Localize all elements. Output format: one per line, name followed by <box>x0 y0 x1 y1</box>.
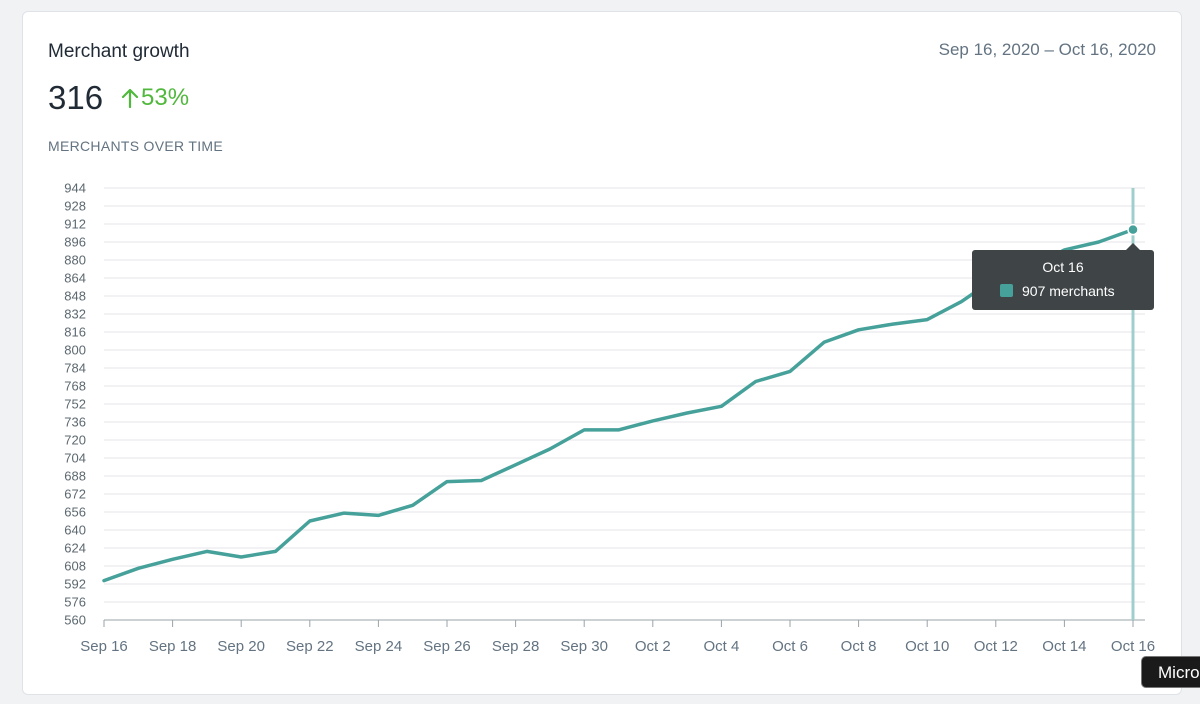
y-tick-label: 832 <box>64 307 86 322</box>
x-tick-label: Oct 8 <box>841 638 877 655</box>
tooltip-title: Oct 16 <box>1042 259 1084 275</box>
y-tick-label: 736 <box>64 415 86 430</box>
x-tick-label: Oct 10 <box>905 638 949 655</box>
x-axis: Sep 16 Sep 18 Sep 20 Sep 22 Sep 24 Sep 26 Sep … <box>80 619 1155 655</box>
y-tick-label: 624 <box>64 541 86 556</box>
x-tick-label: Oct 16 <box>1111 638 1155 655</box>
card-title: Merchant growth <box>48 41 190 62</box>
x-tick-label: Sep 18 <box>149 638 197 655</box>
series-layer <box>102 223 1139 583</box>
y-tick-label: 928 <box>64 199 86 214</box>
x-tick-label: Sep 16 <box>80 638 128 655</box>
tooltip-series-swatch <box>1000 284 1013 297</box>
y-tick-label: 656 <box>64 505 86 520</box>
y-tick-label: 752 <box>64 397 86 412</box>
x-tick-label: Sep 20 <box>217 638 265 655</box>
y-tick-label: 576 <box>64 595 86 610</box>
y-tick-label: 672 <box>64 487 86 502</box>
y-tick-label: 640 <box>64 523 86 538</box>
x-tick-label: Sep 26 <box>423 638 471 655</box>
y-tick-label: 784 <box>64 361 86 376</box>
x-tick-label: Oct 4 <box>703 638 739 655</box>
y-tick-label: 864 <box>64 271 86 286</box>
metric-change-value: 53% <box>141 84 190 111</box>
x-tick-label: Sep 28 <box>492 638 540 655</box>
y-tick-label: 704 <box>64 451 86 466</box>
x-tick-label: Sep 24 <box>355 638 403 655</box>
y-tick-label: 560 <box>64 613 86 628</box>
y-tick-label: 944 <box>64 181 86 196</box>
y-tick-label: 800 <box>64 343 86 358</box>
x-tick-label: Oct 14 <box>1042 638 1086 655</box>
y-tick-label: 880 <box>64 253 86 268</box>
chart-tooltip: Oct 16 907 merchants <box>972 250 1154 310</box>
y-tick-label: 592 <box>64 577 86 592</box>
y-tick-label: 896 <box>64 235 86 250</box>
y-tick-label: 688 <box>64 469 86 484</box>
metric-change: 53% <box>121 84 189 112</box>
arrow-up-icon <box>121 88 139 109</box>
series-line-merchants <box>102 227 1135 583</box>
y-tick-label: 816 <box>64 325 86 340</box>
x-tick-label: Oct 6 <box>772 638 808 655</box>
y-tick-label: 768 <box>64 379 86 394</box>
highlight-point <box>1127 223 1139 236</box>
y-tick-label: 720 <box>64 433 86 448</box>
x-tick-label: Sep 22 <box>286 638 334 655</box>
corner-badge[interactable]: Micro <box>1141 656 1200 688</box>
y-tick-label: 912 <box>64 217 86 232</box>
chart-subtitle: MERCHANTS OVER TIME <box>48 138 224 154</box>
y-tick-label: 848 <box>64 289 86 304</box>
x-tick-label: Oct 2 <box>635 638 671 655</box>
tooltip-arrow <box>1126 243 1140 250</box>
y-axis-ticks: 560 576 592 608 624 640 656 672 688 704 720 736 752 7… <box>64 181 86 628</box>
tooltip-value: 907 merchants <box>1022 283 1115 299</box>
metric-value: 316 <box>48 79 104 116</box>
merchant-growth-card: Merchant growth Sep 16, 2020 – Oct 16, 2… <box>22 11 1182 695</box>
x-tick-label: Oct 12 <box>974 638 1018 655</box>
date-range[interactable]: Sep 16, 2020 – Oct 16, 2020 <box>938 40 1156 59</box>
y-tick-label: 608 <box>64 559 86 574</box>
x-tick-label: Sep 30 <box>560 638 608 655</box>
